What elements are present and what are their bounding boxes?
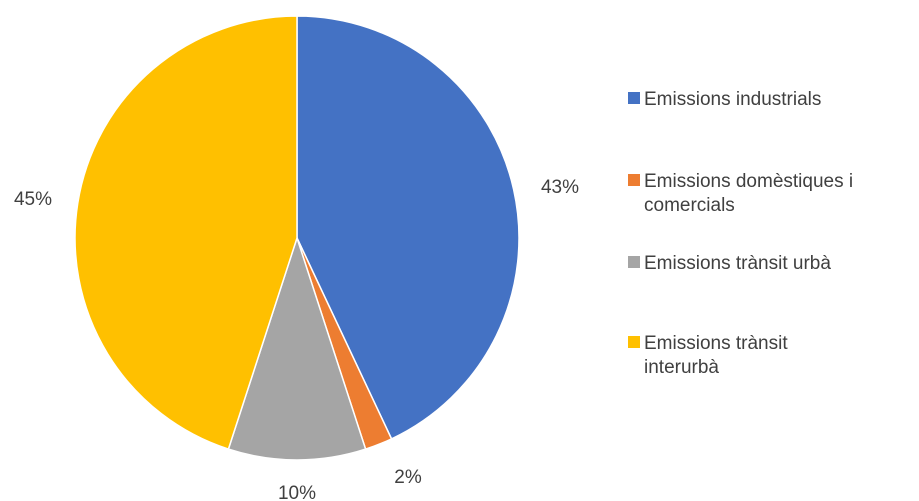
pie-slice-transit-interurba [74, 15, 298, 451]
data-label-transit-urba: 10% [278, 483, 316, 501]
data-label-transit-interurba: 45% [14, 189, 52, 210]
legend-item-transit-interurba: Emissions trànsit interurbà [628, 332, 824, 380]
pie-data-labels: 43% 2% 10% 45% [14, 177, 579, 501]
pie-slices [74, 15, 520, 461]
legend-item-transit-urba: Emissions trànsit urbà [628, 252, 831, 276]
pie-slice-transit-urba [227, 235, 367, 461]
legend-swatch-transit-urba [628, 256, 640, 268]
data-label-industrials: 43% [541, 177, 579, 198]
legend-label-domestiques: Emissions domèstiques i comercials [644, 171, 854, 216]
data-label-domestiques: 2% [394, 467, 422, 488]
legend-label-transit-urba: Emissions trànsit urbà [644, 253, 831, 274]
legend-swatch-industrials [628, 92, 640, 104]
legend-label-industrials: Emissions industrials [644, 89, 822, 110]
pie-slice-industrials [296, 15, 520, 440]
legend-label-transit-interurba: Emissions trànsit interurbà [644, 333, 788, 378]
legend-item-industrials: Emissions industrials [628, 88, 821, 112]
legend-swatch-domestiques [628, 174, 640, 186]
legend-swatch-transit-interurba [628, 336, 640, 348]
legend-item-domestiques: Emissions domèstiques i comercials [628, 170, 918, 218]
